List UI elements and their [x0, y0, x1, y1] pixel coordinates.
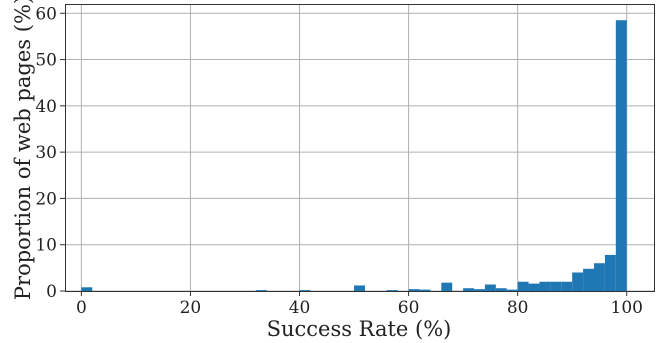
histogram-bar: [517, 281, 529, 291]
histogram-bar: [550, 281, 562, 291]
histogram-bar: [484, 284, 496, 291]
histogram-bar: [561, 281, 573, 291]
y-axis-ticks: 0 10 20 30 40 50 60: [35, 4, 65, 302]
y-tick-label: 10: [35, 236, 57, 256]
histogram-bar: [528, 283, 540, 291]
y-tick-label: 20: [35, 189, 57, 209]
x-tick-label: 20: [180, 298, 202, 318]
y-axis-label: Proportion of web pages (%): [11, 0, 35, 300]
y-tick-label: 30: [35, 143, 57, 163]
x-tick-label: 40: [289, 298, 311, 318]
histogram-bar: [506, 289, 518, 291]
histogram-bar: [594, 263, 605, 291]
histogram-bar: [81, 287, 93, 291]
grid-lines: [65, 4, 654, 292]
histogram-bar: [354, 285, 365, 291]
histogram-bar: [583, 268, 595, 291]
plot-frame: [65, 4, 655, 292]
y-tick-label: 50: [35, 51, 57, 71]
x-tick-label: 100: [611, 298, 643, 318]
y-tick-label: 0: [46, 282, 57, 302]
x-tick-label: 0: [76, 298, 87, 318]
histogram-bar: [386, 290, 398, 291]
histogram-bar: [463, 288, 475, 291]
histogram-bar: [419, 289, 431, 291]
histogram-bar: [615, 20, 627, 292]
histogram-bar: [572, 272, 584, 291]
y-tick-label: 60: [35, 4, 57, 24]
histogram-bars: [81, 20, 627, 292]
histogram-bar: [299, 290, 311, 291]
x-tick-label: 60: [398, 298, 420, 318]
histogram-bar: [495, 288, 507, 291]
histogram-bar: [441, 282, 453, 291]
y-tick-label: 40: [35, 97, 57, 117]
histogram-bar: [539, 281, 551, 291]
histogram-bar: [408, 289, 420, 291]
histogram-bar: [474, 289, 485, 291]
x-axis-label: Success Rate (%): [267, 317, 452, 341]
histogram-bar: [255, 290, 267, 291]
x-axis-ticks: 0 20 40 60 80 100: [76, 291, 643, 318]
histogram-bar: [604, 254, 616, 291]
x-tick-label: 80: [507, 298, 529, 318]
